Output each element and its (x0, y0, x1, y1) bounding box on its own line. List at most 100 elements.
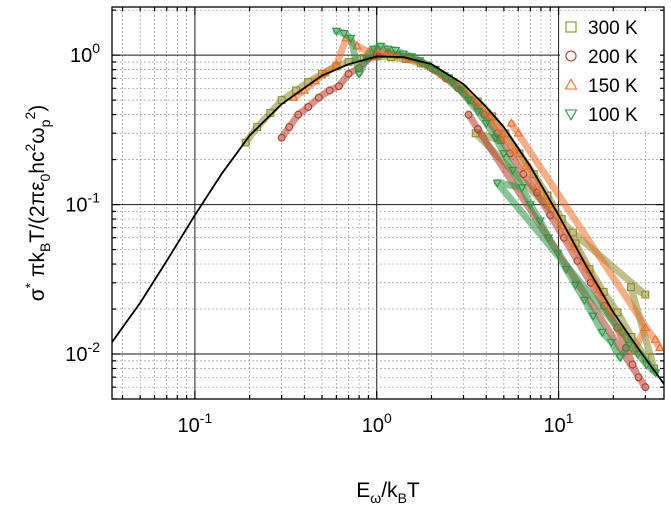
legend-marker (565, 21, 577, 33)
data-point-triangle-down (346, 34, 356, 44)
data-point-circle (285, 123, 294, 132)
plot-frame (111, 6, 665, 400)
data-point-triangle-up (506, 118, 517, 127)
data-layer (112, 27, 664, 392)
data-point-square (626, 283, 635, 292)
x-tick-exp: -1 (200, 410, 213, 426)
model-curve (112, 55, 664, 385)
y-tick-exp: -2 (88, 339, 101, 355)
x-tick-base: 10 (178, 415, 200, 437)
data-point-triangle-down (606, 338, 616, 348)
data-point-circle (464, 110, 473, 119)
x-label-mid: /k (381, 479, 398, 502)
data-point-triangle-down (354, 70, 364, 79)
data-point-square (241, 138, 250, 147)
data-point-triangle-up (650, 334, 660, 343)
data-point-triangle-down (615, 354, 625, 363)
data-point-circle (277, 133, 286, 142)
x-label-sub2: B (398, 490, 407, 506)
y-tick-label: 100 (70, 40, 100, 67)
x-label-tail: T (407, 479, 420, 502)
data-point-triangle-down (331, 27, 342, 37)
data-point-triangle-up (513, 128, 523, 137)
y-label-p6: ) (26, 105, 49, 112)
data-point-triangle-down (633, 350, 643, 360)
x-tick-base: 10 (362, 415, 384, 437)
data-point-triangle-down (390, 46, 401, 56)
data-point-triangle-up (509, 145, 519, 154)
data-point-circle (641, 383, 650, 392)
y-label-p1: σ (26, 288, 49, 301)
legend-marker (564, 109, 578, 121)
legend: 300 K 200 K 150 K 100 K (560, 12, 660, 130)
data-point-triangle-down (517, 184, 527, 193)
data-point-triangle-down (499, 150, 509, 159)
legend-label: 300 K (588, 18, 638, 39)
data-point-triangle-down (492, 179, 502, 188)
x-label-base: E (356, 479, 370, 502)
data-point-triangle-up (521, 161, 531, 170)
data-point-triangle-down (383, 45, 393, 54)
data-point-circle (294, 110, 303, 119)
data-point-triangle-down (508, 166, 518, 176)
data-point-triangle-down (535, 217, 545, 226)
data-point-triangle-down (368, 45, 379, 54)
data-point-triangle-down (490, 134, 501, 143)
y-tick-base: 10 (70, 45, 92, 67)
data-point-triangle-down (553, 250, 563, 259)
data-point-circle (314, 93, 323, 102)
data-point-square (641, 290, 650, 299)
data-point-triangle-down (650, 369, 661, 378)
data-point-circle (335, 82, 343, 91)
data-point-circle (344, 69, 353, 78)
y-label-sub2: 0 (37, 174, 53, 182)
data-point-circle (304, 103, 313, 111)
x-tick-label: 100 (362, 410, 392, 437)
x-tick-base: 10 (544, 415, 566, 437)
legend-label: 100 K (588, 105, 638, 126)
data-point-triangle-down (398, 50, 408, 59)
data-point-triangle-down (641, 361, 652, 370)
data-point-triangle-up (497, 128, 507, 137)
x-tick-label: 10-1 (178, 410, 213, 437)
y-tick-exp: -1 (88, 190, 101, 206)
data-point-circle (634, 373, 643, 382)
data-point-triangle-down (481, 120, 491, 129)
legend-label: 150 K (588, 76, 638, 97)
y-tick-exp: 0 (92, 40, 100, 56)
y-label-p4: hc (26, 152, 49, 174)
data-point-triangle-up (640, 322, 651, 331)
data-point-circle (325, 86, 334, 95)
y-tick-base: 10 (65, 344, 87, 366)
data-point-triangle-up (655, 342, 664, 352)
legend-label: 200 K (588, 47, 638, 68)
data-point-triangle-down (422, 61, 433, 70)
y-tick-base: 10 (65, 195, 87, 217)
data-point-triangle-down (579, 296, 590, 305)
y-label-sub3: p (37, 119, 53, 127)
data-point-triangle-up (320, 67, 330, 77)
y-label-sub1: B (37, 243, 53, 252)
y-tick-label: 10-1 (65, 190, 100, 217)
data-point-triangle-down (463, 96, 474, 106)
data-point-triangle-up (533, 180, 543, 189)
data-point-triangle-down (561, 265, 571, 275)
x-tick-exp: 0 (384, 410, 392, 426)
y-label-p5: ω (26, 127, 49, 143)
data-point-triangle-up (331, 59, 342, 69)
data-point-triangle-down (588, 312, 598, 321)
x-tick-label: 101 (544, 410, 574, 437)
data-point-triangle-down (543, 234, 554, 243)
ticks (112, 7, 664, 400)
data-point-triangle-up (581, 262, 591, 271)
x-label-sub1: ω (370, 490, 381, 506)
data-point-triangle-down (473, 108, 483, 117)
x-tick-exp: 1 (566, 410, 574, 426)
data-point-triangle-down (456, 87, 466, 96)
data-point-triangle-down (375, 42, 386, 52)
data-point-circle (628, 360, 637, 369)
y-axis-label: σ* πkBT/(2πε0hc2ωp2) (22, 105, 53, 302)
data-point-square (344, 58, 353, 66)
